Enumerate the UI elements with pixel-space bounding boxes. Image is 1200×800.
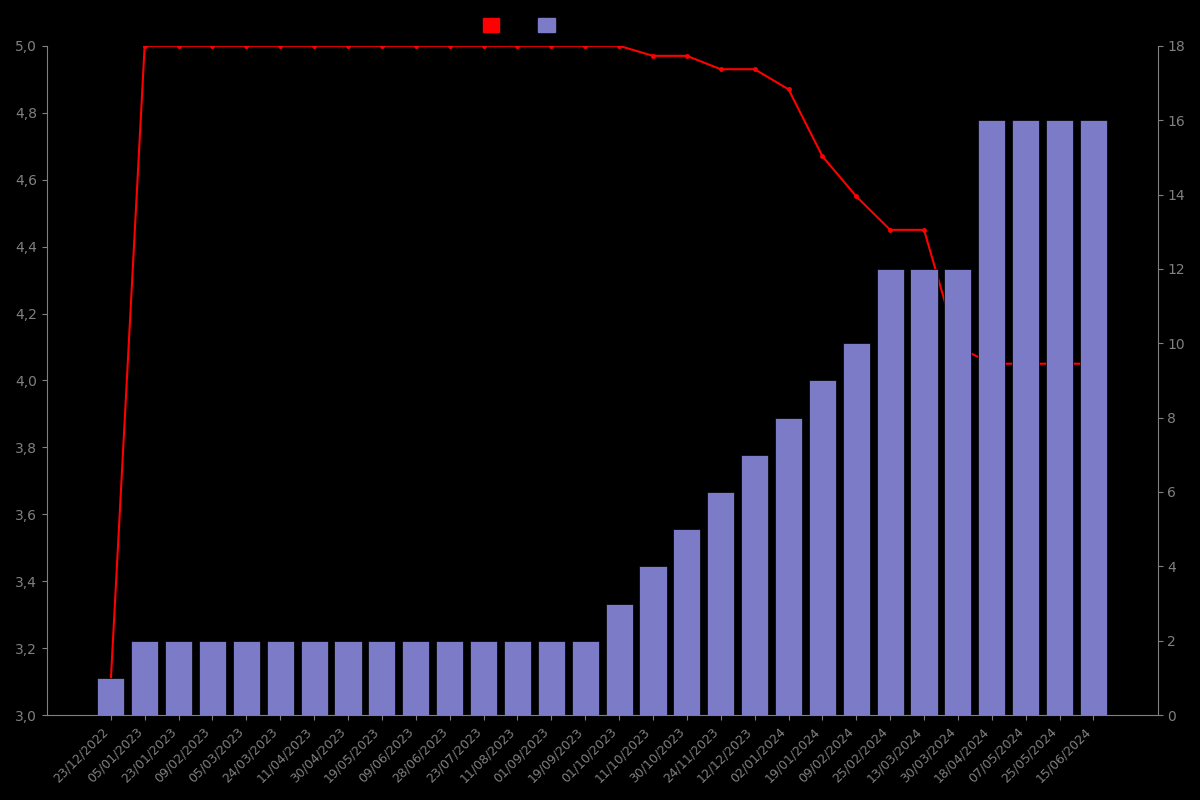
Bar (842, 343, 870, 715)
Bar (266, 641, 294, 715)
Bar (97, 678, 125, 715)
Bar (470, 641, 497, 715)
Bar (1080, 120, 1108, 715)
Bar (775, 418, 802, 715)
Bar (131, 641, 158, 715)
Bar (504, 641, 530, 715)
Bar (571, 641, 599, 715)
Bar (335, 641, 361, 715)
Bar (809, 381, 836, 715)
Bar (538, 641, 565, 715)
Bar (606, 603, 632, 715)
Bar (978, 120, 1006, 715)
Bar (1012, 120, 1039, 715)
Bar (911, 269, 937, 715)
Bar (368, 641, 396, 715)
Bar (1046, 120, 1073, 715)
Bar (944, 269, 972, 715)
Bar (640, 566, 666, 715)
Legend: , : , (478, 12, 571, 38)
Bar (300, 641, 328, 715)
Bar (436, 641, 463, 715)
Bar (707, 492, 734, 715)
Bar (164, 641, 192, 715)
Bar (673, 529, 701, 715)
Bar (233, 641, 260, 715)
Bar (402, 641, 430, 715)
Bar (877, 269, 904, 715)
Bar (742, 455, 768, 715)
Bar (199, 641, 226, 715)
